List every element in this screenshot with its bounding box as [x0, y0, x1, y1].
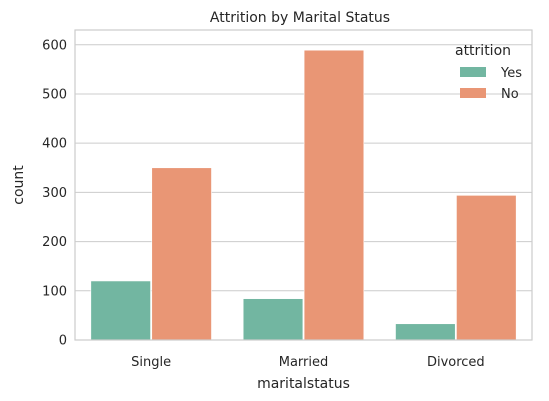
- x-tick-label: Married: [279, 355, 329, 370]
- bar-no-married: [303, 49, 365, 341]
- bars: [90, 49, 517, 341]
- bar-yes-single: [90, 280, 151, 341]
- bar-yes-married: [242, 298, 304, 341]
- y-tick-label: 400: [42, 137, 67, 152]
- plot-frame: [74, 29, 533, 341]
- x-tick-label: Single: [131, 355, 171, 370]
- chart-title: Attrition by Marital Status: [210, 10, 390, 26]
- y-tick-label: 600: [42, 38, 67, 53]
- y-tick-label: 300: [42, 186, 67, 201]
- legend-label-yes: Yes: [500, 66, 522, 81]
- x-tick-labels: Single Married Divorced: [131, 355, 485, 370]
- y-tick-labels: 0 100 200 300 400 500 600: [42, 38, 67, 348]
- y-tick-label: 0: [59, 334, 67, 349]
- gridlines: [75, 44, 532, 341]
- bar-no-divorced: [456, 195, 517, 341]
- x-tick-label: Divorced: [427, 355, 485, 370]
- y-axis-label: count: [11, 165, 27, 205]
- legend-swatch-yes: [460, 67, 486, 77]
- legend: attrition Yes No: [455, 43, 522, 102]
- y-tick-label: 200: [42, 235, 67, 250]
- bar-yes-divorced: [395, 323, 456, 341]
- x-axis-label: maritalstatus: [257, 376, 350, 392]
- y-tick-label: 100: [42, 284, 67, 299]
- bar-no-single: [151, 167, 212, 341]
- y-tick-label: 500: [42, 87, 67, 102]
- legend-swatch-no: [460, 88, 486, 98]
- legend-label-no: No: [501, 87, 519, 102]
- legend-title: attrition: [455, 43, 511, 59]
